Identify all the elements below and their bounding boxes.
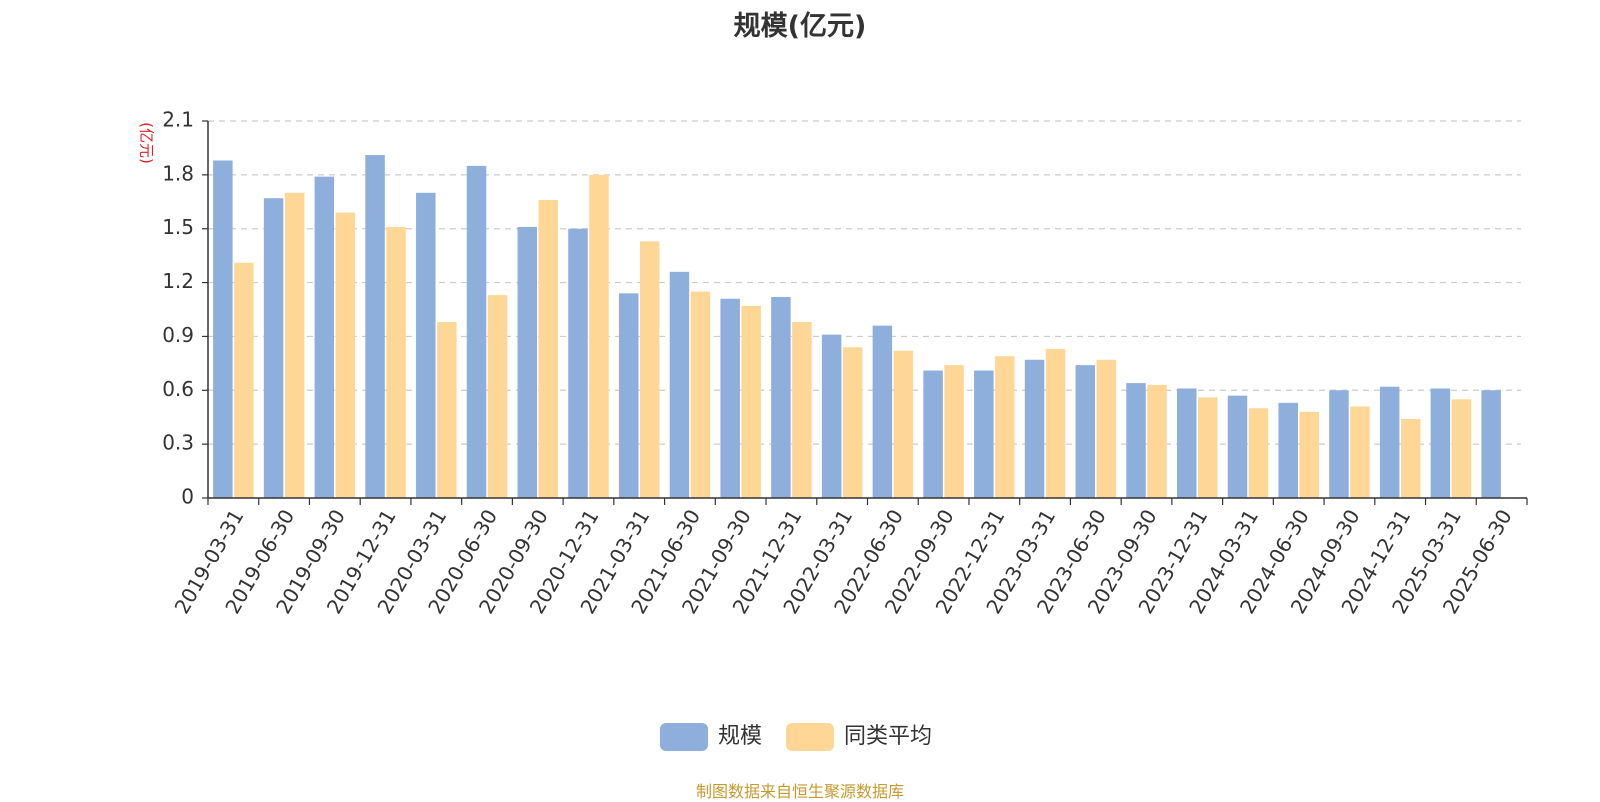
source-note: 制图数据来自恒生聚源数据库 <box>695 782 904 801</box>
bar-scale <box>821 334 842 498</box>
bar-peer-average <box>487 295 508 498</box>
bar-peer-average <box>1198 397 1218 498</box>
bar-peer-average <box>538 199 558 498</box>
y-tick-label: 1.8 <box>162 161 194 185</box>
bar-scale <box>1227 395 1248 498</box>
bar-peer-average <box>893 350 914 498</box>
y-axis-ticks: 0 0.3 0.6 0.9 1.2 1.5 1.8 2.1 <box>162 108 208 509</box>
bar-scale <box>1430 388 1451 498</box>
bar-scale <box>618 293 639 498</box>
bar-peer-average <box>690 291 711 498</box>
bar-peer-average <box>792 322 812 498</box>
bar-peer-average <box>386 226 406 498</box>
bar-scale <box>263 198 284 498</box>
bar-peer-average <box>1451 399 1472 498</box>
bar-peer-average <box>1096 359 1117 498</box>
bar-scale <box>1278 402 1298 498</box>
bar-scale <box>923 370 943 498</box>
bar-peer-average <box>1045 348 1066 498</box>
bar-peer-average <box>1299 411 1319 498</box>
bar-scale <box>1379 386 1400 498</box>
legend-swatch[interactable] <box>786 723 834 751</box>
legend-label[interactable]: 同类平均 <box>844 724 932 749</box>
chart-title: 规模(亿元) <box>733 11 867 42</box>
legend-label[interactable]: 规模 <box>718 724 762 749</box>
bar-scale <box>1126 383 1146 498</box>
bar-scale <box>1481 390 1501 498</box>
y-tick-label: 0.6 <box>162 377 194 401</box>
bar-peer-average <box>1350 406 1370 498</box>
bars <box>213 155 1501 499</box>
bar-peer-average <box>335 212 356 499</box>
y-tick-label: 1.2 <box>162 269 194 293</box>
bar-scale <box>1075 365 1096 498</box>
x-axis-ticks: 2019-03-312019-06-302019-09-302019-12-31… <box>170 498 1528 618</box>
y-axis-label: (亿元) <box>138 122 156 164</box>
bar-peer-average <box>741 305 761 498</box>
y-tick-label: 2.1 <box>162 108 194 132</box>
bar-scale <box>1329 390 1349 498</box>
y-tick-label: 0.9 <box>162 323 194 347</box>
y-tick-label: 0.3 <box>162 431 194 455</box>
bar-peer-average <box>1147 384 1167 498</box>
bar-scale <box>517 226 537 498</box>
bar-scale <box>974 370 994 498</box>
bar-scale <box>1177 388 1197 498</box>
bar-scale <box>213 160 233 498</box>
bar-scale <box>314 176 335 498</box>
bar-peer-average <box>639 241 660 498</box>
bar-peer-average <box>234 262 254 498</box>
y-tick-label: 1.5 <box>162 215 194 239</box>
bar-scale <box>1024 359 1045 498</box>
bar-scale <box>466 165 487 498</box>
bar-scale <box>416 192 436 499</box>
bar-scale <box>568 228 588 498</box>
bar-scale <box>365 155 385 498</box>
bar-scale <box>669 271 690 498</box>
bar-peer-average <box>842 347 863 498</box>
legend-swatch[interactable] <box>660 723 708 751</box>
bar-peer-average <box>944 365 964 498</box>
legend[interactable]: 规模 同类平均 <box>660 723 932 751</box>
bar-peer-average <box>437 322 457 498</box>
bar-peer-average <box>1400 419 1421 498</box>
bar-peer-average <box>1248 408 1269 498</box>
bar-peer-average <box>284 192 305 499</box>
bar-scale <box>720 298 740 498</box>
bar-scale <box>771 296 791 498</box>
bar-peer-average <box>995 356 1015 498</box>
bar-peer-average <box>589 174 609 498</box>
y-tick-label: 0 <box>181 485 194 509</box>
bar-scale <box>872 325 893 498</box>
